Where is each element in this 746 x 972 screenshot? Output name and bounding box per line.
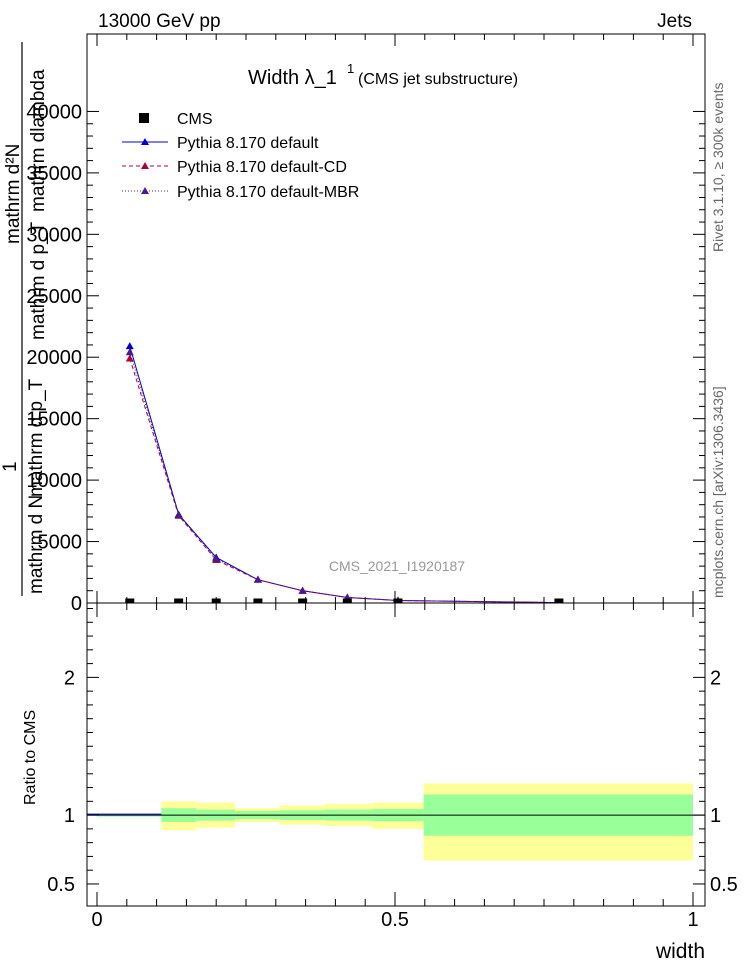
ylabel-numerator-pt: mathrm d p_T bbox=[28, 221, 49, 340]
ylabel-one: 1 bbox=[0, 461, 21, 472]
x-tick-label: 0 bbox=[91, 909, 102, 931]
y-tick-label: 10000 bbox=[26, 470, 82, 492]
x-tick-label: 1 bbox=[687, 909, 698, 931]
ratio-y-tick-label-right: 2 bbox=[710, 667, 721, 689]
ratio-y-tick-label: 0.5 bbox=[47, 874, 75, 896]
series-point-1 bbox=[125, 342, 134, 350]
header-process: Jets bbox=[657, 11, 692, 32]
series-line-3 bbox=[129, 352, 559, 604]
chart-title: Width λ_1 bbox=[248, 67, 337, 89]
ratio-y-tick-label: 2 bbox=[64, 667, 75, 689]
y-tick-label: 35000 bbox=[26, 163, 82, 185]
ylabel-numerator-top: mathrm d²N bbox=[3, 144, 24, 244]
legend-marker-default bbox=[141, 138, 149, 145]
legend-marker-mbr bbox=[141, 187, 149, 194]
legend-label-mbr: Pythia 8.170 default-MBR bbox=[177, 184, 359, 201]
y-tick-label: 30000 bbox=[26, 224, 82, 246]
ratio-frame bbox=[86, 602, 706, 907]
y-tick-label: 15000 bbox=[26, 409, 82, 431]
ylabel-denominator: mathrm d N bbox=[26, 495, 47, 594]
ylabel-denominator-pt: mathrm d p_T bbox=[26, 378, 47, 497]
ratio-ylabel: Ratio to CMS bbox=[22, 710, 39, 805]
ratio-panel: 0.5 0.5 1 1 2 2 0 0.5 1 Ratio to CMS width bbox=[22, 602, 738, 963]
series-point-3 bbox=[174, 511, 183, 519]
rivet-label: Rivet 3.1.10, ≥ 300k events bbox=[710, 82, 726, 252]
x-axis-label: width bbox=[655, 940, 705, 963]
legend-marker-cms bbox=[139, 113, 149, 123]
series-line-2 bbox=[129, 358, 559, 604]
ratio-y-tick-label-right: 1 bbox=[710, 805, 721, 827]
legend-marker-cd bbox=[141, 162, 149, 169]
y-tick-label: 0 bbox=[71, 593, 82, 615]
y-tick-label: 25000 bbox=[26, 286, 82, 308]
series-point-3 bbox=[298, 586, 307, 594]
series-point-3 bbox=[125, 348, 134, 356]
legend-label-cms: CMS bbox=[177, 111, 213, 128]
ratio-y-tick-label: 1 bbox=[64, 805, 75, 827]
y-tick-label: 20000 bbox=[26, 347, 82, 369]
series-point-3 bbox=[212, 554, 221, 562]
chart-title-subtitle: (CMS jet substructure) bbox=[358, 71, 518, 88]
ratio-inner-band bbox=[97, 815, 162, 817]
x-tick-label: 0.5 bbox=[381, 909, 409, 931]
analysis-watermark: CMS_2021_I1920187 bbox=[329, 558, 465, 574]
y-tick-label: 40000 bbox=[26, 101, 82, 123]
series-point-2 bbox=[125, 354, 134, 362]
y-tick-label: 5000 bbox=[38, 532, 83, 554]
header-energy: 13000 GeV pp bbox=[98, 11, 221, 32]
ylabel-numerator-lambda: mathrm dlambda bbox=[28, 69, 49, 212]
chart-title-superscript: 1 bbox=[347, 61, 354, 76]
legend-label-cd: Pythia 8.170 default-CD bbox=[177, 159, 347, 176]
ratio-y-tick-label-right: 0.5 bbox=[710, 874, 738, 896]
mcplots-label: mcplots.cern.ch [arXiv:1306.3436] bbox=[710, 386, 726, 598]
legend-label-default: Pythia 8.170 default bbox=[177, 135, 319, 152]
main-panel: 0 5000 10000 15000 20000 25000 30000 35000 40000… bbox=[0, 33, 706, 615]
series-point-3 bbox=[253, 575, 262, 583]
